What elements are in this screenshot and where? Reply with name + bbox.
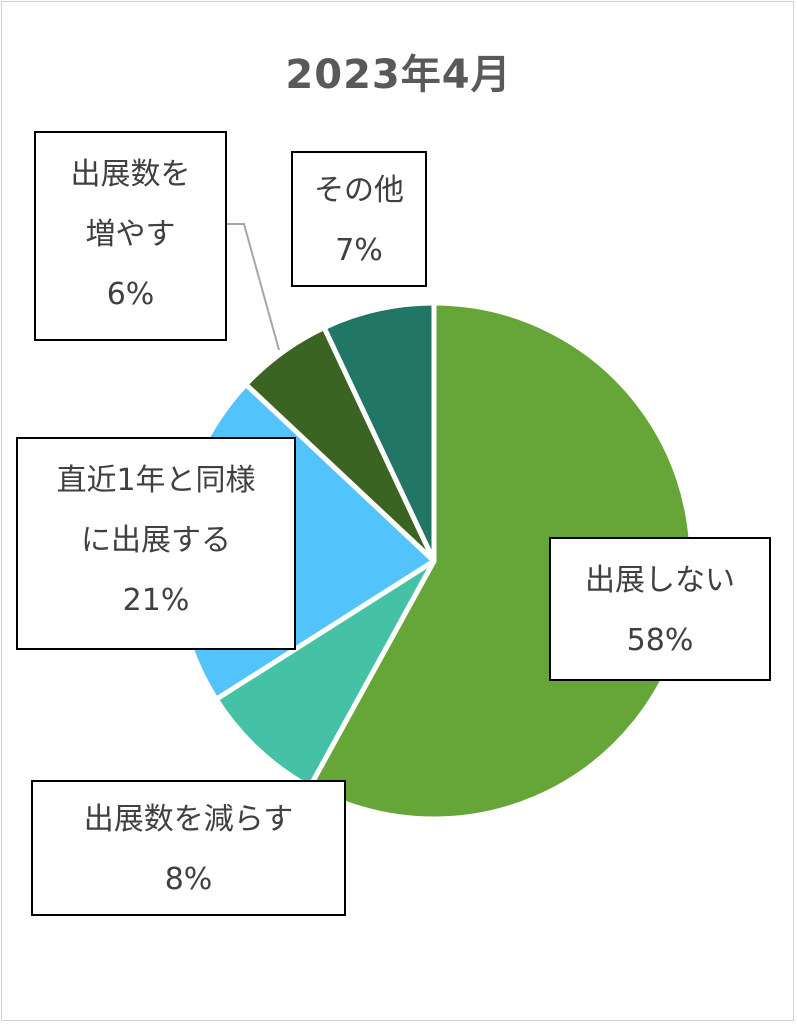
label-other: その他 7% <box>291 151 427 287</box>
label-no-exhibit: 出展しない 58% <box>549 537 771 681</box>
leader-line-increase <box>227 223 280 351</box>
label-increase-exhibits: 出展数を 増やす 6% <box>34 131 227 341</box>
label-same-as-last-year: 直近1年と同様 に出展する 21% <box>16 437 296 650</box>
chart-title: 2023年4月 <box>285 52 512 98</box>
label-reduce-exhibits: 出展数を減らす 8% <box>31 780 346 916</box>
slice-other <box>321 300 437 564</box>
